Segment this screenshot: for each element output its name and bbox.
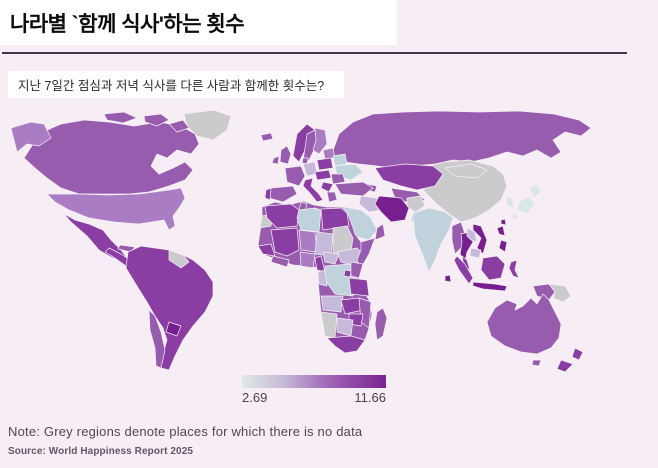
region-libya: [296, 207, 322, 233]
region-central-african-republic: [322, 251, 340, 265]
region-senegal-guinea: [257, 243, 276, 257]
region-japan-kyushu: [511, 213, 519, 221]
region-belarus: [332, 153, 348, 167]
region-algeria: [264, 203, 300, 229]
region-canada-arctic-2: [143, 113, 170, 127]
region-papua-new-guinea: [548, 283, 572, 303]
region-alaska: [10, 121, 52, 153]
region-philippines-1: [496, 225, 506, 237]
legend-gradient-bar: [242, 375, 386, 388]
region-portugal: [264, 187, 272, 201]
region-italy: [302, 177, 324, 203]
region-tasmania: [531, 359, 542, 367]
region-germany: [302, 161, 318, 177]
region-russia: [330, 110, 592, 169]
region-south-korea: [505, 195, 515, 209]
region-canada: [23, 119, 200, 195]
region-poland: [316, 157, 334, 171]
chart-question: 지난 7일간 점심과 저녁 식사를 다른 사람과 함께한 횟수는?: [18, 79, 325, 93]
region-mali: [270, 227, 300, 257]
region-iraq-syria: [358, 195, 382, 213]
region-chile: [148, 309, 166, 369]
region-paraguay: [165, 321, 182, 337]
subtitle-box: 지난 7일간 점심과 저녁 식사를 다른 사람과 함께한 횟수는?: [8, 71, 344, 98]
region-iceland: [260, 132, 274, 142]
region-greece: [326, 191, 338, 203]
region-congo-gabon: [317, 269, 328, 287]
region-cambodia: [469, 247, 482, 259]
region-taiwan: [500, 218, 507, 226]
region-oman: [374, 223, 386, 241]
region-finland: [312, 127, 328, 155]
region-philippines-2: [498, 239, 508, 253]
region-spain: [268, 185, 298, 203]
region-guyanas: [168, 249, 190, 269]
region-balkans: [320, 181, 334, 193]
color-scale-legend: 2.69 11.66: [242, 375, 386, 405]
region-angola: [320, 295, 344, 313]
region-kazakhstan: [374, 163, 444, 191]
region-india: [412, 207, 454, 273]
title-divider: [2, 52, 627, 54]
region-australia: [486, 293, 562, 355]
region-iran: [374, 195, 410, 223]
region-romania: [330, 173, 346, 185]
region-ghana-ivory-coast: [270, 255, 290, 268]
title-bar: 나라별 `함께 식사'하는 횟수: [0, 0, 397, 45]
region-namibia: [320, 311, 338, 339]
region-madagascar: [374, 307, 388, 341]
no-data-note: Note: Grey regions denote places for whi…: [8, 424, 363, 439]
region-central-europe: [314, 169, 332, 181]
region-borneo: [480, 255, 506, 281]
region-sulawesi: [508, 259, 520, 279]
region-usa: [46, 187, 186, 231]
region-ireland: [271, 155, 280, 165]
region-tanzania: [348, 277, 370, 297]
region-niger: [298, 229, 318, 253]
legend-max-label: 11.66: [354, 390, 386, 405]
region-afghanistan: [406, 195, 426, 213]
region-uganda: [343, 269, 352, 278]
region-nigeria: [299, 251, 316, 269]
region-turkey: [334, 181, 374, 197]
region-uk: [279, 145, 292, 165]
world-choropleth-map: [10, 110, 592, 372]
region-kenya: [350, 261, 364, 279]
region-canada-arctic-1: [103, 111, 138, 124]
region-new-zealand-north: [571, 347, 584, 361]
region-java: [472, 281, 508, 292]
page-title: 나라별 `함께 식사'하는 횟수: [10, 12, 245, 36]
region-south-america: [125, 245, 214, 371]
region-new-zealand-south: [556, 359, 574, 372]
region-south-africa: [326, 335, 366, 354]
source-credit: Source: World Happiness Report 2025: [8, 446, 194, 457]
region-sumatra: [453, 255, 474, 285]
region-sudan: [332, 225, 354, 255]
region-japan-hokkaido: [528, 183, 542, 199]
region-japan-honshu: [516, 195, 536, 215]
legend-min-label: 2.69: [242, 390, 268, 405]
region-west-papua: [532, 283, 556, 301]
region-laos: [466, 227, 478, 243]
region-sri-lanka: [444, 274, 452, 283]
region-france: [284, 165, 306, 187]
region-mongolia: [444, 163, 488, 179]
region-canada-arctic-3: [168, 119, 190, 133]
region-egypt: [320, 207, 350, 231]
